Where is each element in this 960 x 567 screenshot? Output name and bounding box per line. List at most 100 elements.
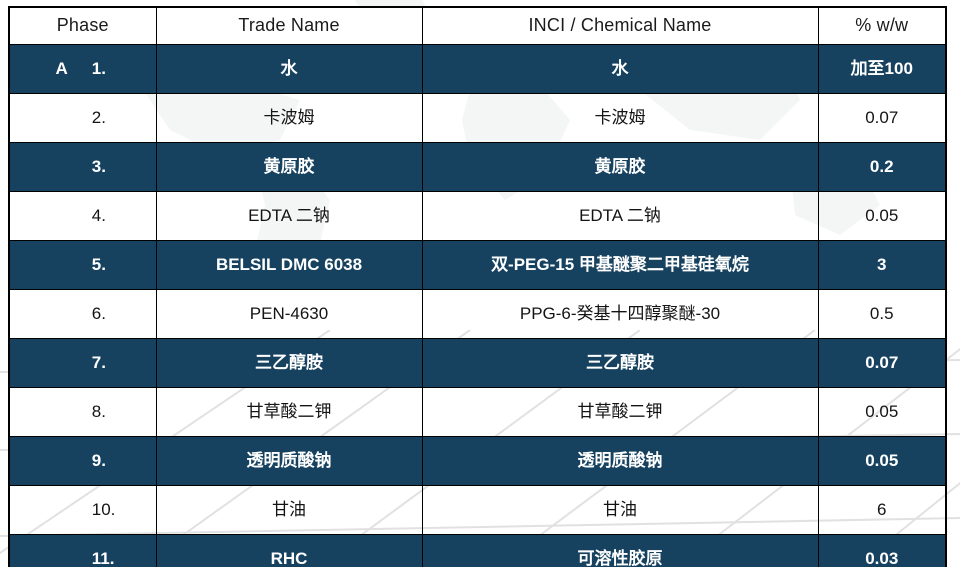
cell-trade-name-text: 三乙醇胺 — [255, 352, 323, 372]
cell-phase: 7. — [8, 337, 157, 388]
table-row: 6. PEN-4630 PPG-6-癸基十四醇聚醚-30 0.5 — [8, 288, 947, 339]
cell-inci-name-text: PPG-6-癸基十四醇聚醚-30 — [519, 303, 721, 323]
table-row: 11. RHC 可溶性胶原 0.03 — [8, 533, 947, 567]
ingredient-number: 2. — [91, 107, 106, 127]
cell-percent-text: 0.07 — [865, 107, 899, 127]
ingredient-number: 11. — [91, 548, 115, 567]
cell-percent: 0.07 — [817, 92, 947, 143]
cell-percent-text: 0.5 — [869, 303, 894, 323]
phase-cell-inner: 9. — [10, 437, 156, 485]
ingredient-number: 5. — [91, 254, 106, 274]
cell-trade-name: 卡波姆 — [155, 92, 423, 143]
phase-cell-inner: 8. — [10, 388, 156, 436]
cell-percent-text: 0.05 — [865, 450, 899, 470]
cell-inci-name-text: 卡波姆 — [594, 107, 646, 127]
header-phase: Phase — [8, 6, 157, 45]
table-row: 10. 甘油 甘油 6 — [8, 484, 947, 535]
header-inci-chemical-name: INCI / Chemical Name — [421, 6, 819, 45]
cell-inci-name: 双-PEG-15 甲基醚聚二甲基硅氧烷 — [421, 239, 819, 290]
table-row: 2. 卡波姆 卡波姆 0.07 — [8, 92, 947, 143]
table-row: A 1. 水 水 加至100 — [8, 43, 947, 94]
cell-trade-name-text: BELSIL DMC 6038 — [215, 254, 363, 274]
ingredient-number: 7. — [91, 352, 106, 372]
cell-phase: 5. — [8, 239, 157, 290]
cell-percent: 0.05 — [817, 190, 947, 241]
cell-percent: 0.5 — [817, 288, 947, 339]
cell-inci-name: PPG-6-癸基十四醇聚醚-30 — [421, 288, 819, 339]
cell-inci-name-text: 黄原胶 — [594, 156, 646, 176]
cell-inci-name: 甘草酸二钾 — [421, 386, 819, 437]
cell-inci-name-text: 甘油 — [603, 499, 637, 519]
cell-percent-text: 0.03 — [865, 548, 899, 567]
header-trade-name: Trade Name — [155, 6, 423, 45]
phase-letter: A — [55, 58, 68, 78]
cell-trade-name-text: 水 — [280, 58, 298, 78]
cell-inci-name-text: 可溶性胶原 — [577, 548, 663, 567]
header-row: Phase Trade Name INCI / Chemical Name % … — [8, 6, 947, 45]
cell-trade-name-text: 透明质酸钠 — [246, 450, 332, 470]
phase-cell-inner: 10. — [10, 486, 156, 534]
cell-trade-name: 三乙醇胺 — [155, 337, 423, 388]
cell-percent: 0.03 — [817, 533, 947, 567]
table-row: 9. 透明质酸钠 透明质酸钠 0.05 — [8, 435, 947, 486]
cell-inci-name: EDTA 二钠 — [421, 190, 819, 241]
cell-trade-name: 甘草酸二钾 — [155, 386, 423, 437]
cell-phase: 11. — [8, 533, 157, 567]
cell-trade-name-text: EDTA 二钠 — [248, 205, 330, 225]
cell-phase: 3. — [8, 141, 157, 192]
cell-inci-name-text: 透明质酸钠 — [577, 450, 663, 470]
cell-inci-name: 透明质酸钠 — [421, 435, 819, 486]
phase-cell-inner: 7. — [10, 339, 156, 387]
ingredient-number: 9. — [91, 450, 106, 470]
phase-cell-inner: 5. — [10, 241, 156, 289]
cell-percent-text: 0.05 — [865, 205, 899, 225]
cell-trade-name: EDTA 二钠 — [155, 190, 423, 241]
cell-phase: 9. — [8, 435, 157, 486]
cell-percent: 0.05 — [817, 435, 947, 486]
cell-inci-name: 甘油 — [421, 484, 819, 535]
ingredient-number: 10. — [91, 499, 116, 519]
ingredient-number: 3. — [91, 156, 106, 176]
phase-cell-inner: 6. — [10, 290, 156, 338]
cell-trade-name: BELSIL DMC 6038 — [155, 239, 423, 290]
cell-trade-name: 透明质酸钠 — [155, 435, 423, 486]
table-row: 8. 甘草酸二钾 甘草酸二钾 0.05 — [8, 386, 947, 437]
ingredient-number: 1. — [91, 58, 106, 78]
phase-cell-inner: 4. — [10, 192, 156, 240]
cell-phase: 8. — [8, 386, 157, 437]
cell-trade-name-text: 甘草酸二钾 — [246, 401, 332, 421]
formula-table-container: Phase Trade Name INCI / Chemical Name % … — [8, 6, 947, 567]
cell-percent-text: 0.2 — [869, 156, 894, 176]
cell-inci-name: 可溶性胶原 — [421, 533, 819, 567]
table-row: 3. 黄原胶 黄原胶 0.2 — [8, 141, 947, 192]
cell-percent: 3 — [817, 239, 947, 290]
ingredient-number: 8. — [91, 401, 106, 421]
cell-inci-name-text: 甘草酸二钾 — [577, 401, 663, 421]
cell-trade-name: PEN-4630 — [155, 288, 423, 339]
phase-cell-inner: A 1. — [10, 45, 156, 93]
cell-trade-name: 水 — [155, 43, 423, 94]
table-row: 5. BELSIL DMC 6038 双-PEG-15 甲基醚聚二甲基硅氧烷 3 — [8, 239, 947, 290]
cell-inci-name: 水 — [421, 43, 819, 94]
table-row: 7. 三乙醇胺 三乙醇胺 0.07 — [8, 337, 947, 388]
cell-phase: A 1. — [8, 43, 157, 94]
cell-inci-name-text: 三乙醇胺 — [586, 352, 654, 372]
cell-percent: 加至100 — [817, 43, 947, 94]
cell-percent-text: 0.05 — [865, 401, 899, 421]
cell-percent-text: 0.07 — [865, 352, 899, 372]
phase-cell-inner: 11. — [10, 535, 156, 567]
cell-trade-name-text: RHC — [270, 548, 308, 567]
cell-percent-text: 6 — [877, 499, 887, 519]
cell-percent: 0.2 — [817, 141, 947, 192]
cell-percent: 0.05 — [817, 386, 947, 437]
ingredient-number: 4. — [91, 205, 106, 225]
table-header: Phase Trade Name INCI / Chemical Name % … — [8, 6, 947, 45]
cell-phase: 2. — [8, 92, 157, 143]
cell-inci-name-text: 双-PEG-15 甲基醚聚二甲基硅氧烷 — [491, 254, 749, 274]
cell-trade-name: RHC — [155, 533, 423, 567]
header-percent-ww: % w/w — [817, 6, 947, 45]
table-body: A 1. 水 水 加至100 2. 卡波姆 卡波姆 0.07 3. 黄原胶 黄原胶 0.2 4. EDTA … — [8, 43, 947, 567]
cell-inci-name: 黄原胶 — [421, 141, 819, 192]
cell-trade-name-text: 甘油 — [272, 499, 306, 519]
